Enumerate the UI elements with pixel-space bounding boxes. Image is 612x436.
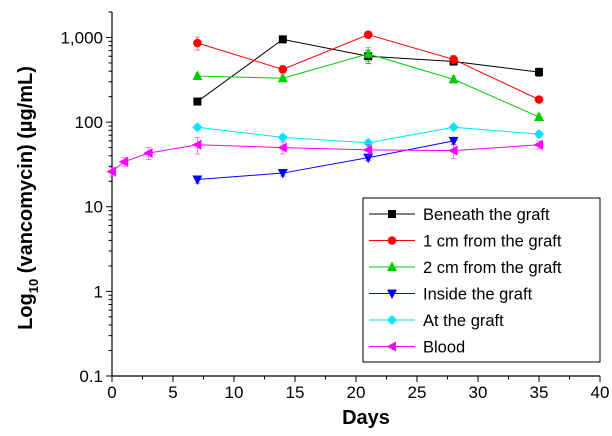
series-2	[192, 47, 544, 121]
data-point	[363, 137, 374, 148]
legend-item: 1 cm from the graft	[369, 233, 562, 251]
data-point	[143, 148, 153, 159]
y-axis-title-rest: (vancomycin) (µg/mL)	[15, 66, 37, 279]
legend-item: Beneath the graft	[369, 206, 550, 224]
data-point	[278, 65, 288, 74]
legend-item: 2 cm from the graft	[369, 259, 562, 277]
data-point	[277, 132, 288, 143]
data-point	[192, 122, 203, 133]
series-line	[111, 144, 540, 173]
x-tick-label: 15	[286, 383, 305, 402]
data-point	[193, 97, 202, 106]
y-tick-label: 100	[75, 113, 103, 132]
data-point	[534, 129, 544, 140]
data-point	[448, 145, 458, 156]
x-tick-label: 5	[168, 383, 177, 402]
series-0	[193, 35, 543, 106]
x-tick-label: 30	[469, 383, 488, 402]
legend-item: Blood	[369, 339, 465, 357]
data-point	[535, 68, 543, 77]
x-tick-label: 20	[347, 383, 366, 402]
x-axis: 0 5 10 15 20 25 30 35 40	[107, 376, 609, 402]
x-axis-title: Days	[342, 407, 390, 429]
x-tick-label: 35	[530, 383, 549, 402]
y-axis-title-subscript: 10	[26, 279, 41, 293]
legend-label: Beneath the graft	[423, 206, 550, 224]
data-point	[192, 70, 203, 81]
data-point	[533, 139, 543, 150]
y-tick-label: 1,000	[60, 28, 103, 47]
y-tick-label: 0.1	[79, 367, 103, 386]
legend-item: At the graft	[369, 312, 504, 330]
y-axis-title: Log10 (vancomycin) (µg/mL)	[15, 66, 41, 330]
data-point	[192, 175, 203, 185]
legend-marker	[386, 341, 396, 352]
legend-marker	[387, 261, 397, 271]
data-point	[363, 30, 373, 39]
legend-label: Blood	[423, 339, 465, 357]
x-tick-label: 40	[591, 383, 610, 402]
legend-marker	[387, 289, 397, 299]
x-tick-label: 0	[107, 383, 116, 402]
series-line	[197, 34, 540, 100]
legend-marker	[387, 236, 397, 245]
legend-label: At the graft	[423, 312, 504, 330]
y-tick-label: 10	[84, 198, 103, 217]
legend-marker	[388, 210, 396, 218]
x-tick-label: 10	[225, 383, 244, 402]
data-point	[277, 72, 288, 83]
legend-label: 2 cm from the graft	[423, 259, 562, 277]
series-line	[197, 140, 454, 180]
data-point	[362, 144, 373, 155]
data-point	[448, 136, 459, 147]
data-point	[191, 139, 202, 150]
data-point	[534, 111, 544, 121]
legend-label: 1 cm from the graft	[423, 233, 562, 251]
legend-marker	[387, 315, 397, 325]
legend-label: Inside the graft	[423, 286, 533, 304]
legend: Beneath the graft 1 cm from the graft 2 cm…	[362, 197, 601, 363]
data-point	[118, 156, 129, 167]
data-point	[278, 35, 287, 44]
data-point	[534, 95, 544, 104]
data-point	[193, 38, 202, 48]
data-point	[448, 122, 459, 133]
y-tick-label: 1	[94, 282, 103, 301]
y-axis-title-main: Log	[15, 293, 37, 330]
series-4	[192, 122, 544, 148]
legend-box	[362, 197, 601, 363]
series-layer	[106, 30, 544, 185]
legend-item: Inside the graft	[369, 286, 533, 304]
series-3	[192, 136, 459, 185]
y-axis: 0.1 1 10 100 1,000	[60, 11, 112, 386]
x-tick-label: 25	[408, 383, 427, 402]
series-1	[193, 30, 544, 104]
data-point	[448, 73, 459, 84]
data-point	[277, 169, 288, 179]
data-point	[277, 142, 287, 153]
series-5	[106, 136, 543, 177]
data-point	[449, 55, 458, 64]
data-point	[106, 166, 116, 177]
data-point	[363, 48, 374, 58]
